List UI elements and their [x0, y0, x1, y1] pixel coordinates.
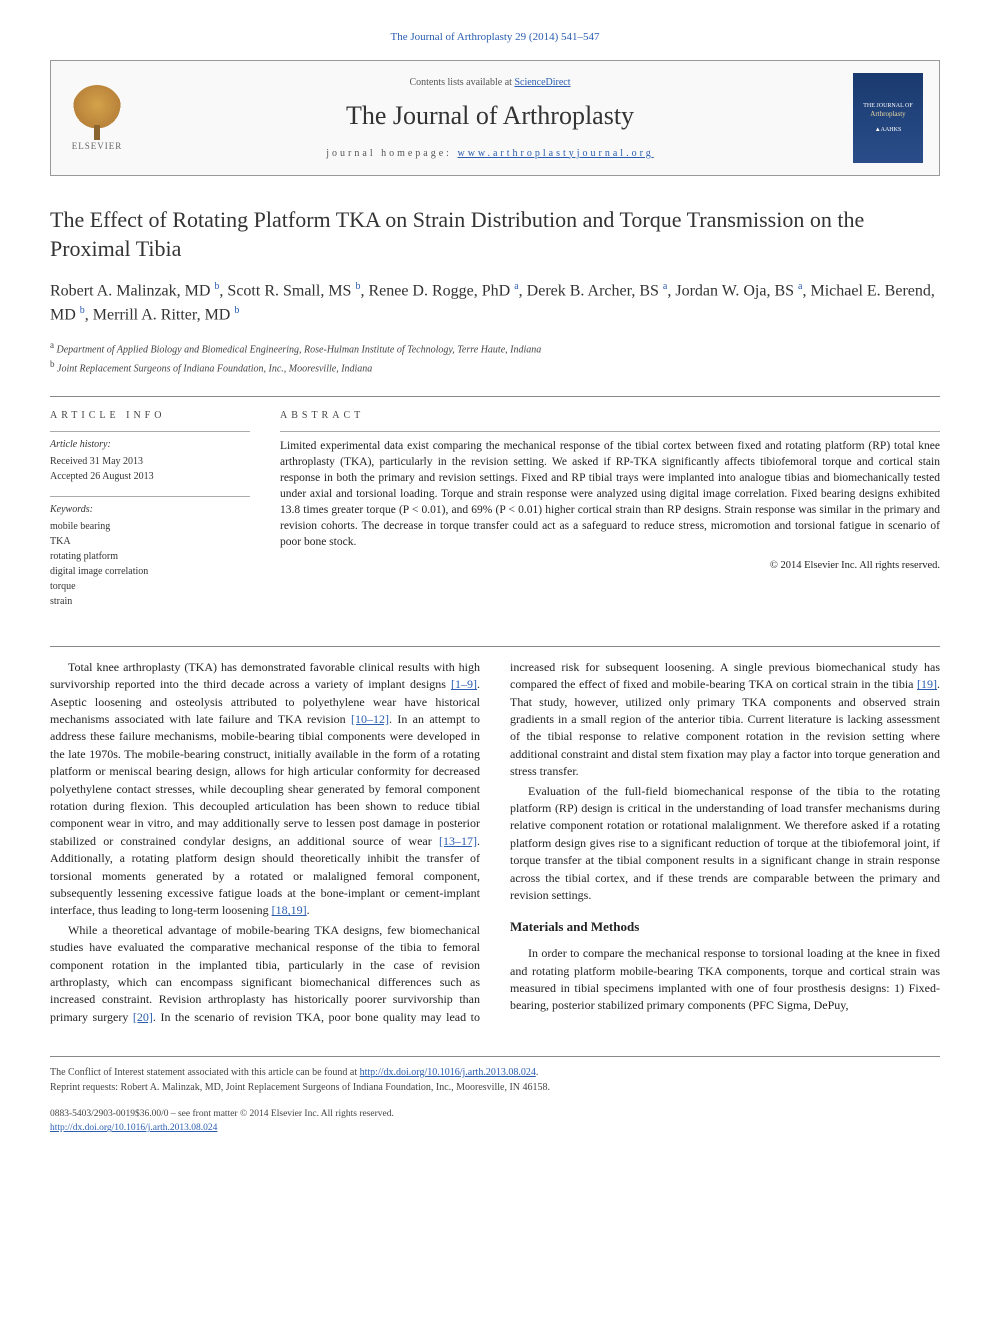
keyword: TKA	[50, 534, 250, 549]
affiliation-a: a Department of Applied Biology and Biom…	[50, 339, 940, 357]
cover-sub: ▲AAHKS	[875, 126, 902, 134]
copyright: © 2014 Elsevier Inc. All rights reserved…	[280, 559, 940, 574]
ref-link[interactable]: [10–12]	[351, 712, 389, 726]
keywords-label: Keywords:	[50, 503, 250, 517]
ref-link[interactable]: [13–17]	[439, 834, 477, 848]
ref-link[interactable]: [18,19]	[272, 903, 307, 917]
sciencedirect-link[interactable]: ScienceDirect	[514, 77, 570, 88]
homepage-line: journal homepage: www.arthroplastyjourna…	[147, 147, 833, 161]
homepage-prefix: journal homepage:	[326, 148, 457, 159]
conflict-link[interactable]: http://dx.doi.org/10.1016/j.arth.2013.08…	[360, 1067, 536, 1078]
doi-link[interactable]: http://dx.doi.org/10.1016/j.arth.2013.08…	[50, 1123, 217, 1133]
reprint-note: Reprint requests: Robert A. Malinzak, MD…	[50, 1080, 940, 1095]
elsevier-logo: ELSEVIER	[67, 83, 127, 153]
elsevier-label: ELSEVIER	[72, 140, 123, 153]
abstract-text: Limited experimental data exist comparin…	[280, 431, 940, 551]
journal-header: ELSEVIER Contents lists available at Sci…	[50, 60, 940, 176]
ref-link[interactable]: [1–9]	[451, 677, 477, 691]
received-date: Received 31 May 2013	[50, 454, 250, 469]
section-heading: Materials and Methods	[510, 918, 940, 937]
journal-name: The Journal of Arthroplasty	[147, 98, 833, 134]
history-label: Article history:	[50, 438, 250, 452]
article-info: ARTICLE INFO Article history: Received 3…	[50, 409, 250, 621]
body-text: Total knee arthroplasty (TKA) has demons…	[50, 659, 940, 1026]
citation: The Journal of Arthroplasty 29 (2014) 54…	[50, 30, 940, 45]
journal-cover-icon: THE JOURNAL OF Arthroplasty ▲AAHKS	[853, 73, 923, 163]
contents-line: Contents lists available at ScienceDirec…	[147, 76, 833, 90]
affiliations: a Department of Applied Biology and Biom…	[50, 339, 940, 376]
paragraph: In order to compare the mechanical respo…	[510, 945, 940, 1015]
keyword: mobile bearing	[50, 519, 250, 534]
contents-prefix: Contents lists available at	[409, 77, 514, 88]
keyword: digital image correlation	[50, 564, 250, 579]
homepage-link[interactable]: www.arthroplastyjournal.org	[457, 148, 653, 159]
keyword: torque	[50, 579, 250, 594]
authors: Robert A. Malinzak, MD b, Scott R. Small…	[50, 279, 940, 328]
article-title: The Effect of Rotating Platform TKA on S…	[50, 206, 940, 263]
abstract-heading: ABSTRACT	[280, 409, 940, 423]
divider	[50, 396, 940, 397]
cover-title: Arthroplasty	[870, 110, 905, 120]
cover-top: THE JOURNAL OF	[863, 102, 912, 110]
footer-bottom: 0883-5403/2903-0019$36.00/0 – see front …	[50, 1107, 940, 1136]
conflict-note: The Conflict of Interest statement assoc…	[50, 1065, 940, 1080]
info-heading: ARTICLE INFO	[50, 409, 250, 423]
header-center: Contents lists available at ScienceDirec…	[147, 76, 833, 160]
abstract: ABSTRACT Limited experimental data exist…	[280, 409, 940, 621]
paragraph: Total knee arthroplasty (TKA) has demons…	[50, 659, 480, 920]
paragraph: Evaluation of the full-field biomechanic…	[510, 783, 940, 905]
footer: The Conflict of Interest statement assoc…	[50, 1056, 940, 1136]
history-section: Article history: Received 31 May 2013 Ac…	[50, 431, 250, 484]
keyword: strain	[50, 594, 250, 609]
issn-line: 0883-5403/2903-0019$36.00/0 – see front …	[50, 1107, 940, 1121]
accepted-date: Accepted 26 August 2013	[50, 469, 250, 484]
ref-link[interactable]: [20]	[133, 1010, 153, 1024]
elsevier-tree-icon	[72, 85, 122, 135]
ref-link[interactable]: [19]	[917, 677, 937, 691]
divider	[50, 646, 940, 647]
keywords-section: Keywords: mobile bearing TKA rotating pl…	[50, 496, 250, 609]
keyword: rotating platform	[50, 549, 250, 564]
affiliation-b: b Joint Replacement Surgeons of Indiana …	[50, 358, 940, 376]
